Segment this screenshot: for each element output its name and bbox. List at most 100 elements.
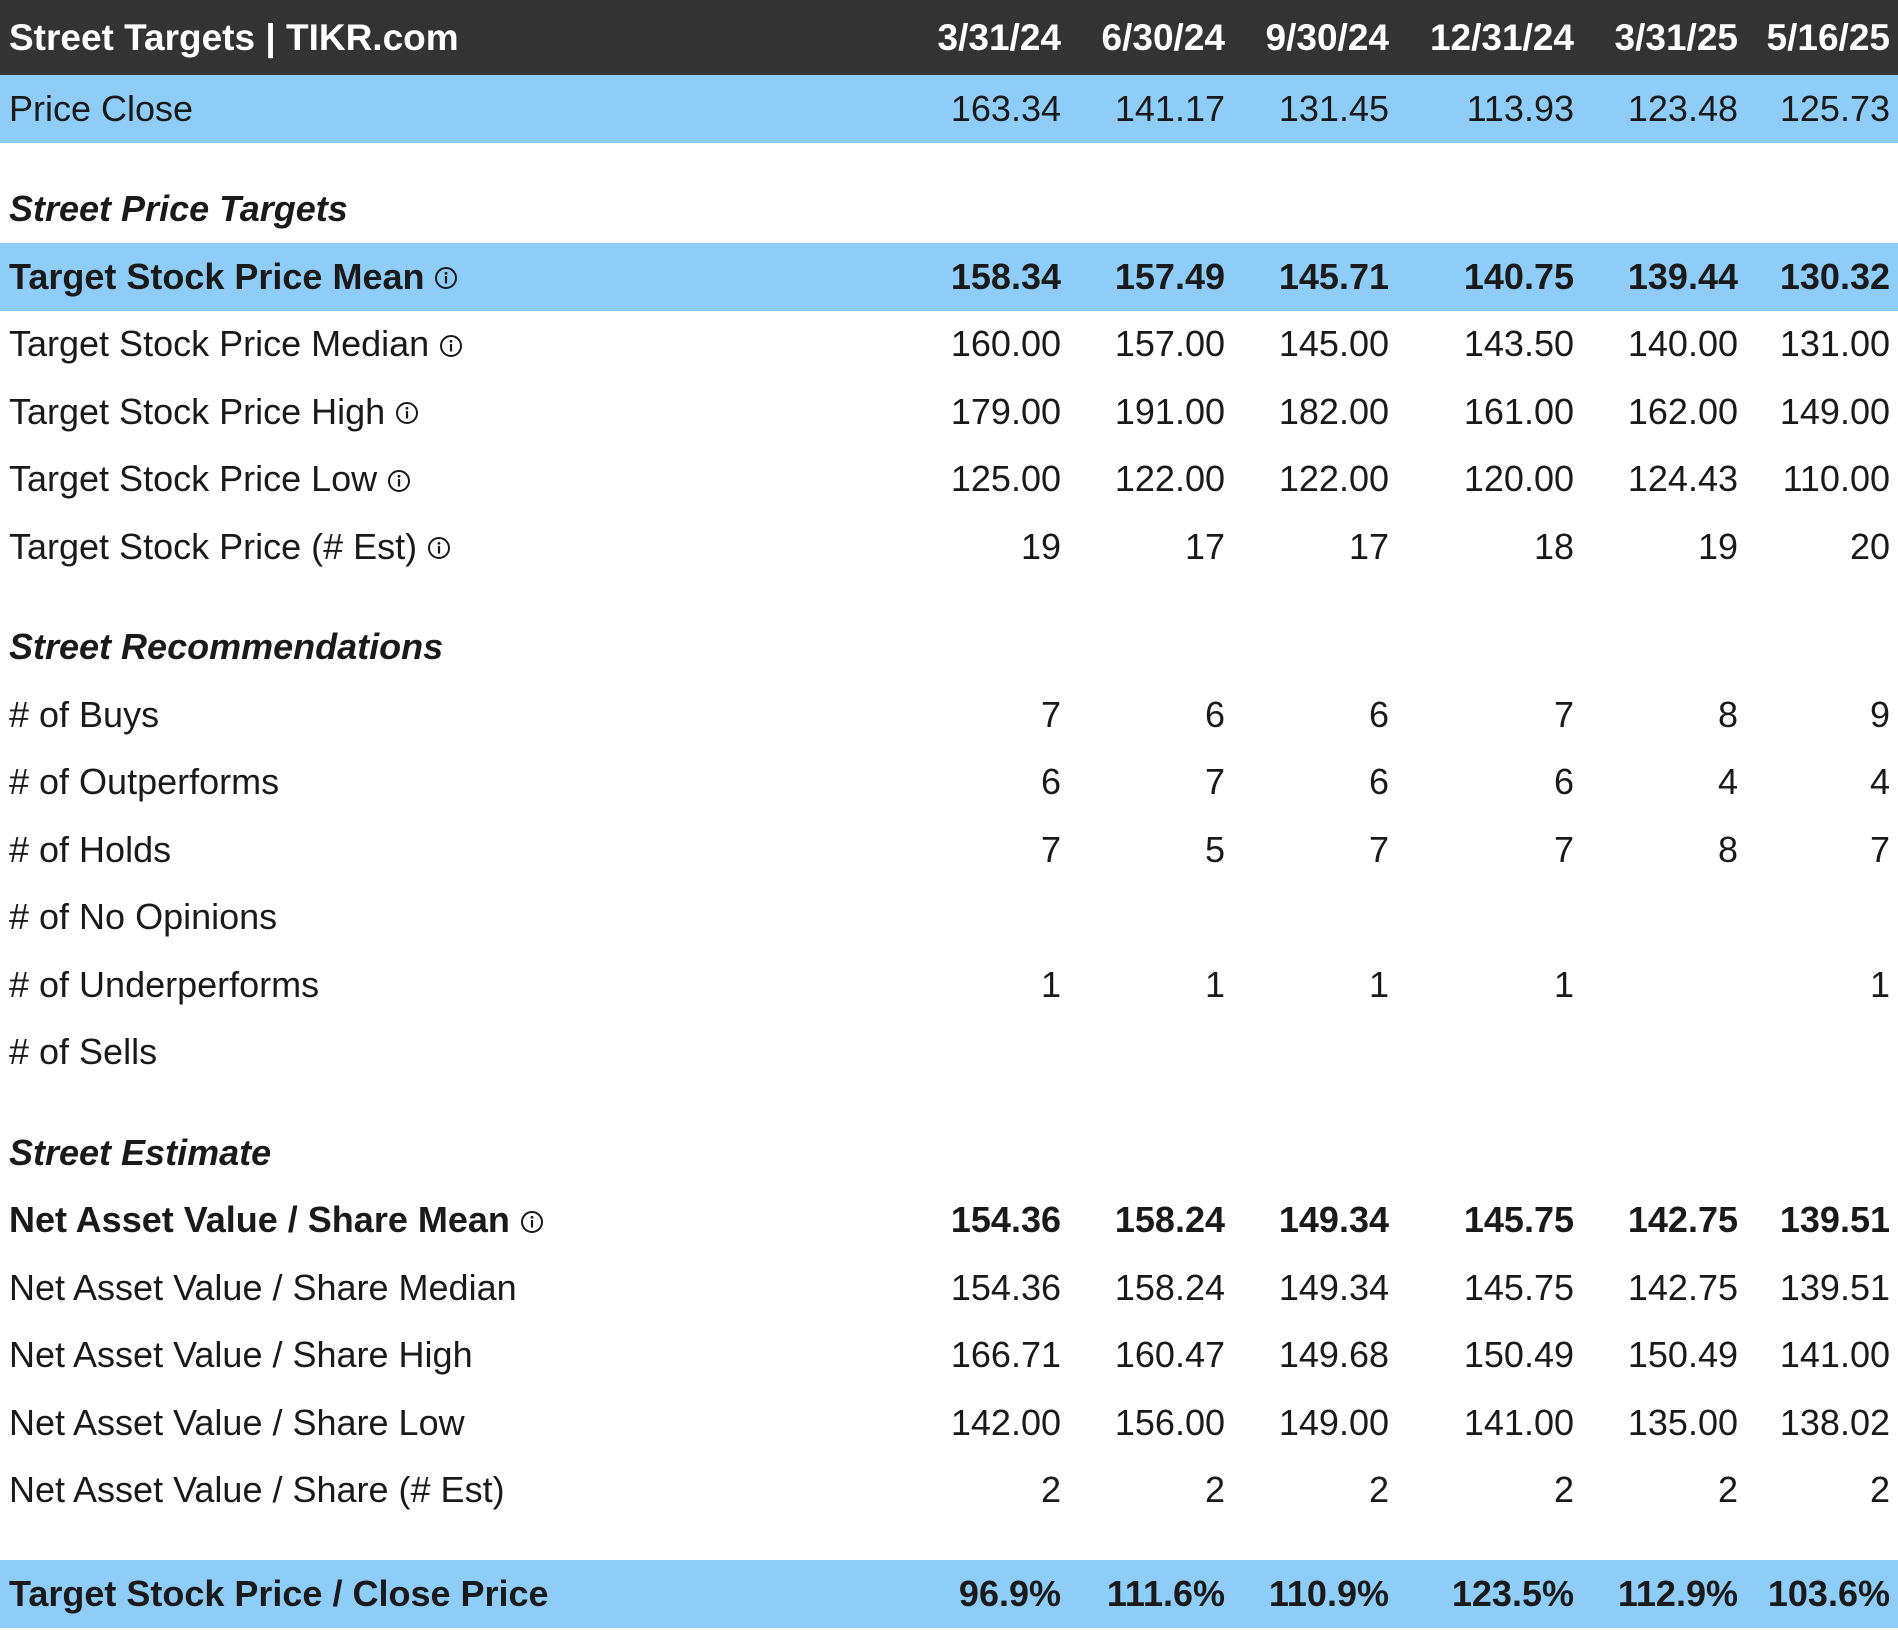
- value-cell: 162.00: [1627, 390, 1738, 432]
- value-cell: 160.47: [1114, 1334, 1225, 1376]
- section-heading-estimate: Street Estimate: [9, 1131, 272, 1173]
- value-cell: 103.6%: [1767, 1572, 1890, 1614]
- value-cell: 139.44: [1627, 255, 1738, 297]
- table-row: Net Asset Value / Share High 166.71 160.47…: [0, 1322, 1898, 1390]
- period-header[interactable]: 3/31/25: [1614, 16, 1738, 58]
- info-circle-icon[interactable]: [395, 401, 419, 425]
- value-cell: 6: [1040, 761, 1061, 803]
- period-header[interactable]: 9/30/24: [1265, 16, 1389, 58]
- value-cell: 7: [1040, 693, 1061, 735]
- period-header[interactable]: 5/16/25: [1766, 16, 1890, 58]
- value-cell: 122.00: [1114, 458, 1225, 500]
- value-cell: 1: [1553, 963, 1574, 1005]
- value-cell: 149.00: [1779, 390, 1890, 432]
- value-cell: 145.00: [1278, 323, 1389, 365]
- value-cell: 145.75: [1463, 1199, 1574, 1241]
- value-cell: 131.45: [1278, 87, 1389, 129]
- section-heading-recommendations: Street Recommendations: [9, 626, 444, 668]
- row-label: Net Asset Value / Share (# Est): [0, 1469, 897, 1511]
- value-cell: 140.75: [1463, 255, 1574, 297]
- value-cell: 7: [1204, 761, 1225, 803]
- period-header[interactable]: 3/31/24: [937, 16, 1061, 58]
- value-cell: 7: [1553, 828, 1574, 870]
- spacer: [0, 1086, 1898, 1119]
- table-row: # of Sells: [0, 1019, 1898, 1087]
- table-row: Net Asset Value / Share Low 142.00 156.00 1…: [0, 1389, 1898, 1457]
- row-label-text: Target Stock Price Low: [9, 458, 378, 500]
- value-cell: 138.02: [1779, 1401, 1890, 1443]
- info-circle-icon[interactable]: [520, 1210, 544, 1234]
- row-label: Net Asset Value / Share Mean: [0, 1199, 897, 1241]
- spacer: [0, 581, 1898, 614]
- info-circle-icon[interactable]: [427, 536, 451, 560]
- table-row: Net Asset Value / Share Mean 154.36 158.24…: [0, 1187, 1898, 1255]
- value-cell: 131.00: [1779, 323, 1890, 365]
- row-label: Target Stock Price Low: [0, 458, 897, 500]
- row-label-text: Net Asset Value / Share Low: [9, 1401, 465, 1443]
- row-label-text: Target Stock Price Mean: [9, 255, 425, 297]
- info-circle-icon[interactable]: [439, 334, 463, 358]
- value-cell: 149.00: [1278, 1401, 1389, 1443]
- row-label: Target Stock Price Median: [0, 323, 897, 365]
- value-cell: 6: [1553, 761, 1574, 803]
- value-cell: 20: [1849, 525, 1890, 567]
- table-header: Street Targets | TIKR.com 3/31/24 6/30/2…: [0, 0, 1898, 75]
- value-cell: 163.34: [950, 87, 1061, 129]
- value-cell: 139.51: [1779, 1266, 1890, 1308]
- value-cell: 142.75: [1627, 1266, 1738, 1308]
- value-cell: 120.00: [1463, 458, 1574, 500]
- row-label: Net Asset Value / Share High: [0, 1334, 897, 1376]
- value-cell: 140.00: [1627, 323, 1738, 365]
- value-cell: 1: [1204, 963, 1225, 1005]
- value-cell: 2: [1717, 1469, 1738, 1511]
- value-cell: 2: [1869, 1469, 1890, 1511]
- value-cell: 1: [1869, 963, 1890, 1005]
- table-row: Target Stock Price (# Est) 19 17 17 18 19 20: [0, 513, 1898, 581]
- row-label: # of Outperforms: [0, 761, 897, 803]
- value-cell: 7: [1040, 828, 1061, 870]
- value-cell: 2: [1368, 1469, 1389, 1511]
- value-cell: 9: [1869, 693, 1890, 735]
- value-cell: 156.00: [1114, 1401, 1225, 1443]
- value-cell: 139.51: [1779, 1199, 1890, 1241]
- value-cell: 1: [1368, 963, 1389, 1005]
- table-row: Net Asset Value / Share Median 154.36 158.…: [0, 1254, 1898, 1322]
- row-label-text: # of Sells: [9, 1031, 158, 1073]
- value-cell: 19: [1697, 525, 1738, 567]
- value-cell: 154.36: [950, 1266, 1061, 1308]
- value-cell: 4: [1717, 761, 1738, 803]
- value-cell: 154.36: [950, 1199, 1061, 1241]
- table-row: # of Underperforms 1 1 1 1 1: [0, 951, 1898, 1019]
- info-circle-icon[interactable]: [387, 469, 411, 493]
- value-cell: 6: [1204, 693, 1225, 735]
- value-cell: 17: [1348, 525, 1389, 567]
- table-row: # of Buys 7 6 6 7 8 9: [0, 681, 1898, 749]
- info-circle-icon[interactable]: [434, 266, 458, 290]
- value-cell: 141.17: [1114, 87, 1225, 129]
- value-cell: 143.50: [1463, 323, 1574, 365]
- row-label: # of Holds: [0, 829, 897, 871]
- row-label-text: Target Stock Price Median: [9, 323, 430, 365]
- period-header[interactable]: 12/31/24: [1429, 16, 1574, 58]
- value-cell: 124.43: [1627, 458, 1738, 500]
- spacer: [0, 143, 1898, 176]
- table-row: Target Stock Price Mean 158.34 157.49 145.7…: [0, 243, 1898, 311]
- value-cell: 149.34: [1278, 1266, 1389, 1308]
- row-label-text: # of Buys: [9, 693, 160, 735]
- price-close-row: Price Close 163.34 141.17 131.45 113.93 …: [0, 75, 1898, 143]
- value-cell: 8: [1717, 828, 1738, 870]
- row-label: Target Stock Price (# Est): [0, 526, 897, 568]
- value-cell: 142.00: [950, 1401, 1061, 1443]
- value-cell: 135.00: [1627, 1401, 1738, 1443]
- value-cell: 7: [1368, 828, 1389, 870]
- value-cell: 150.49: [1463, 1334, 1574, 1376]
- period-header[interactable]: 6/30/24: [1101, 16, 1225, 58]
- value-cell: 110.00: [1782, 458, 1890, 500]
- row-label: # of Sells: [0, 1031, 897, 1073]
- value-cell: 19: [1020, 525, 1061, 567]
- table-row: Target Stock Price Median 160.00 157.00 145…: [0, 311, 1898, 379]
- value-cell: 161.00: [1463, 390, 1574, 432]
- row-label: # of Underperforms: [0, 964, 897, 1006]
- value-cell: 6: [1368, 761, 1389, 803]
